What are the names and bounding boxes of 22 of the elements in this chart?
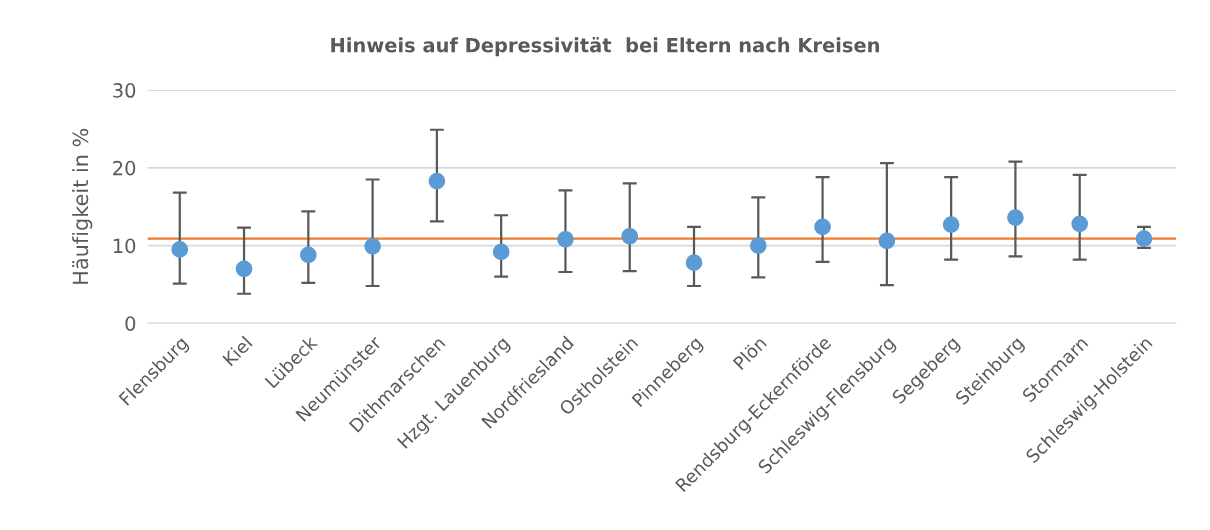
y-tick-label: 30 [113, 83, 136, 98]
point [814, 218, 831, 236]
point [878, 232, 896, 250]
point [171, 241, 189, 258]
point [557, 231, 574, 248]
y-tick-label: 0 [125, 316, 136, 331]
point [621, 227, 639, 245]
y-tick-label: 10 [113, 238, 136, 254]
point [364, 238, 381, 255]
point [428, 172, 446, 190]
point [1007, 209, 1024, 226]
point [299, 246, 317, 264]
y-tick-label: 20 [113, 160, 136, 176]
chart-title: Hinweis auf Depressivität bei Eltern nach Kreisen [331, 37, 879, 57]
point [1071, 215, 1089, 233]
point [942, 216, 960, 233]
point [685, 254, 703, 272]
y-axis-title: Häufigkeit in % [72, 128, 93, 284]
point [492, 243, 510, 261]
point [1135, 230, 1153, 247]
point [235, 260, 253, 278]
point [749, 237, 767, 254]
